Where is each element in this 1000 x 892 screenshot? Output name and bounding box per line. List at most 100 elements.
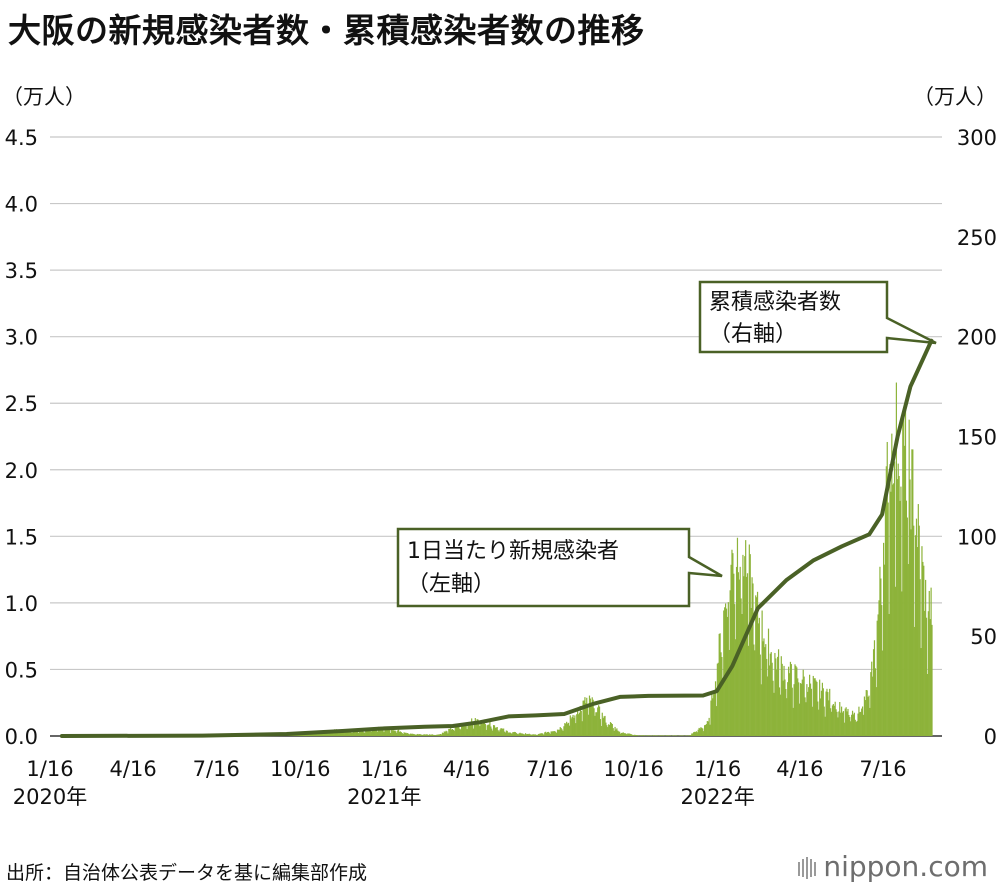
new-cases-bar: [426, 734, 428, 736]
new-cases-bar: [542, 733, 544, 736]
new-cases-bar: [417, 733, 419, 736]
new-cases-bar: [492, 725, 495, 736]
new-cases-bar: [706, 721, 708, 736]
new-cases-bar: [813, 678, 815, 736]
new-cases-bar: [698, 727, 700, 736]
new-cases-bar: [893, 461, 896, 736]
new-cases-bar: [631, 734, 634, 736]
new-cases-bar: [637, 735, 639, 736]
new-cases-bar: [419, 734, 421, 736]
new-cases-bar: [423, 734, 425, 736]
new-cases-bar: [604, 715, 606, 736]
new-cases-bar: [777, 656, 779, 736]
new-cases-bar: [774, 652, 776, 736]
new-cases-bar: [480, 722, 482, 736]
new-cases-bar: [505, 730, 507, 736]
new-cases-bar: [598, 705, 600, 736]
new-cases-bar: [561, 729, 563, 736]
new-cases-bar: [450, 729, 453, 736]
new-cases-bar: [887, 502, 889, 736]
new-cases-bar: [427, 734, 429, 736]
new-cases-bar: [848, 715, 850, 736]
new-cases-bar: [724, 607, 726, 736]
new-cases-bar: [419, 734, 422, 736]
new-cases-bar: [793, 684, 795, 736]
new-cases-bar: [904, 445, 906, 736]
new-cases-bar: [357, 732, 360, 736]
new-cases-bar: [798, 682, 800, 736]
new-cases-bar: [383, 732, 385, 736]
new-cases-bar: [755, 595, 757, 736]
new-cases-bar: [729, 590, 731, 736]
new-cases-bar: [404, 732, 406, 736]
new-cases-bar: [826, 688, 828, 736]
new-cases-bar: [902, 413, 904, 736]
new-cases-bar: [458, 724, 460, 736]
new-cases-bar: [566, 721, 568, 736]
new-cases-bar: [771, 662, 773, 736]
new-cases-bar: [608, 724, 610, 736]
new-cases-bar: [354, 730, 356, 736]
new-cases-bar: [471, 723, 474, 736]
new-cases-callout-box: [396, 527, 723, 608]
left-axis-unit: （万人）: [2, 85, 86, 109]
new-cases-bar: [700, 727, 702, 736]
new-cases-bar: [515, 733, 518, 736]
new-cases-bar: [460, 729, 462, 736]
new-cases-bar: [467, 724, 469, 736]
left-tick-label: 1.0: [5, 592, 38, 616]
new-cases-bar: [414, 734, 416, 736]
new-cases-bar: [895, 382, 897, 736]
left-tick-label: 4.5: [5, 126, 38, 150]
new-cases-bar: [548, 732, 550, 736]
new-cases-bar: [390, 729, 392, 736]
new-cases-bar: [376, 729, 378, 736]
right-tick-label: 50: [970, 625, 997, 649]
new-cases-bar: [340, 730, 342, 736]
new-cases-bar: [786, 698, 788, 736]
new-cases-bar: [767, 676, 769, 736]
new-cases-bar: [527, 734, 529, 736]
new-cases-bar: [345, 729, 348, 736]
new-cases-bar: [595, 712, 597, 736]
new-cases-bar: [870, 672, 872, 736]
new-cases-bar: [557, 729, 560, 736]
new-cases-bar: [387, 728, 390, 736]
new-cases-bar: [517, 734, 519, 736]
new-cases-bar: [565, 723, 567, 736]
new-cases-bar: [832, 703, 834, 736]
new-cases-bar: [654, 735, 656, 736]
new-cases-bar: [401, 732, 403, 736]
x-tick-label: 1/16: [694, 757, 741, 781]
right-tick-label: 0: [984, 725, 997, 749]
new-cases-bar: [768, 665, 771, 736]
new-cases-bar: [602, 718, 604, 736]
new-cases-bar: [478, 723, 480, 736]
new-cases-bar: [861, 706, 864, 736]
new-cases-bar: [398, 731, 401, 736]
new-cases-bar: [711, 691, 713, 736]
new-cases-bar: [797, 678, 799, 736]
new-cases-bar: [577, 710, 579, 736]
new-cases-bar: [449, 728, 451, 736]
new-cases-bar: [744, 556, 746, 736]
new-cases-bar: [566, 723, 569, 736]
new-cases-bar: [621, 732, 623, 736]
new-cases-bar: [767, 628, 770, 736]
new-cases-bar: [329, 731, 331, 736]
new-cases-bar: [851, 710, 854, 736]
new-cases-bar: [796, 667, 798, 736]
new-cases-bar: [494, 727, 497, 736]
new-cases-bar: [453, 730, 455, 736]
new-cases-bar: [835, 709, 837, 736]
new-cases-bar: [475, 722, 477, 736]
right-tick-label: 200: [957, 326, 997, 350]
x-tick-label: 1/16: [26, 757, 73, 781]
new-cases-bar: [540, 733, 542, 736]
new-cases-bar: [424, 734, 426, 736]
new-cases-bar: [599, 719, 602, 736]
new-cases-bar: [474, 718, 476, 736]
new-cases-bar: [482, 723, 484, 736]
new-cases-bar: [752, 583, 754, 736]
new-cases-bar: [407, 733, 409, 736]
